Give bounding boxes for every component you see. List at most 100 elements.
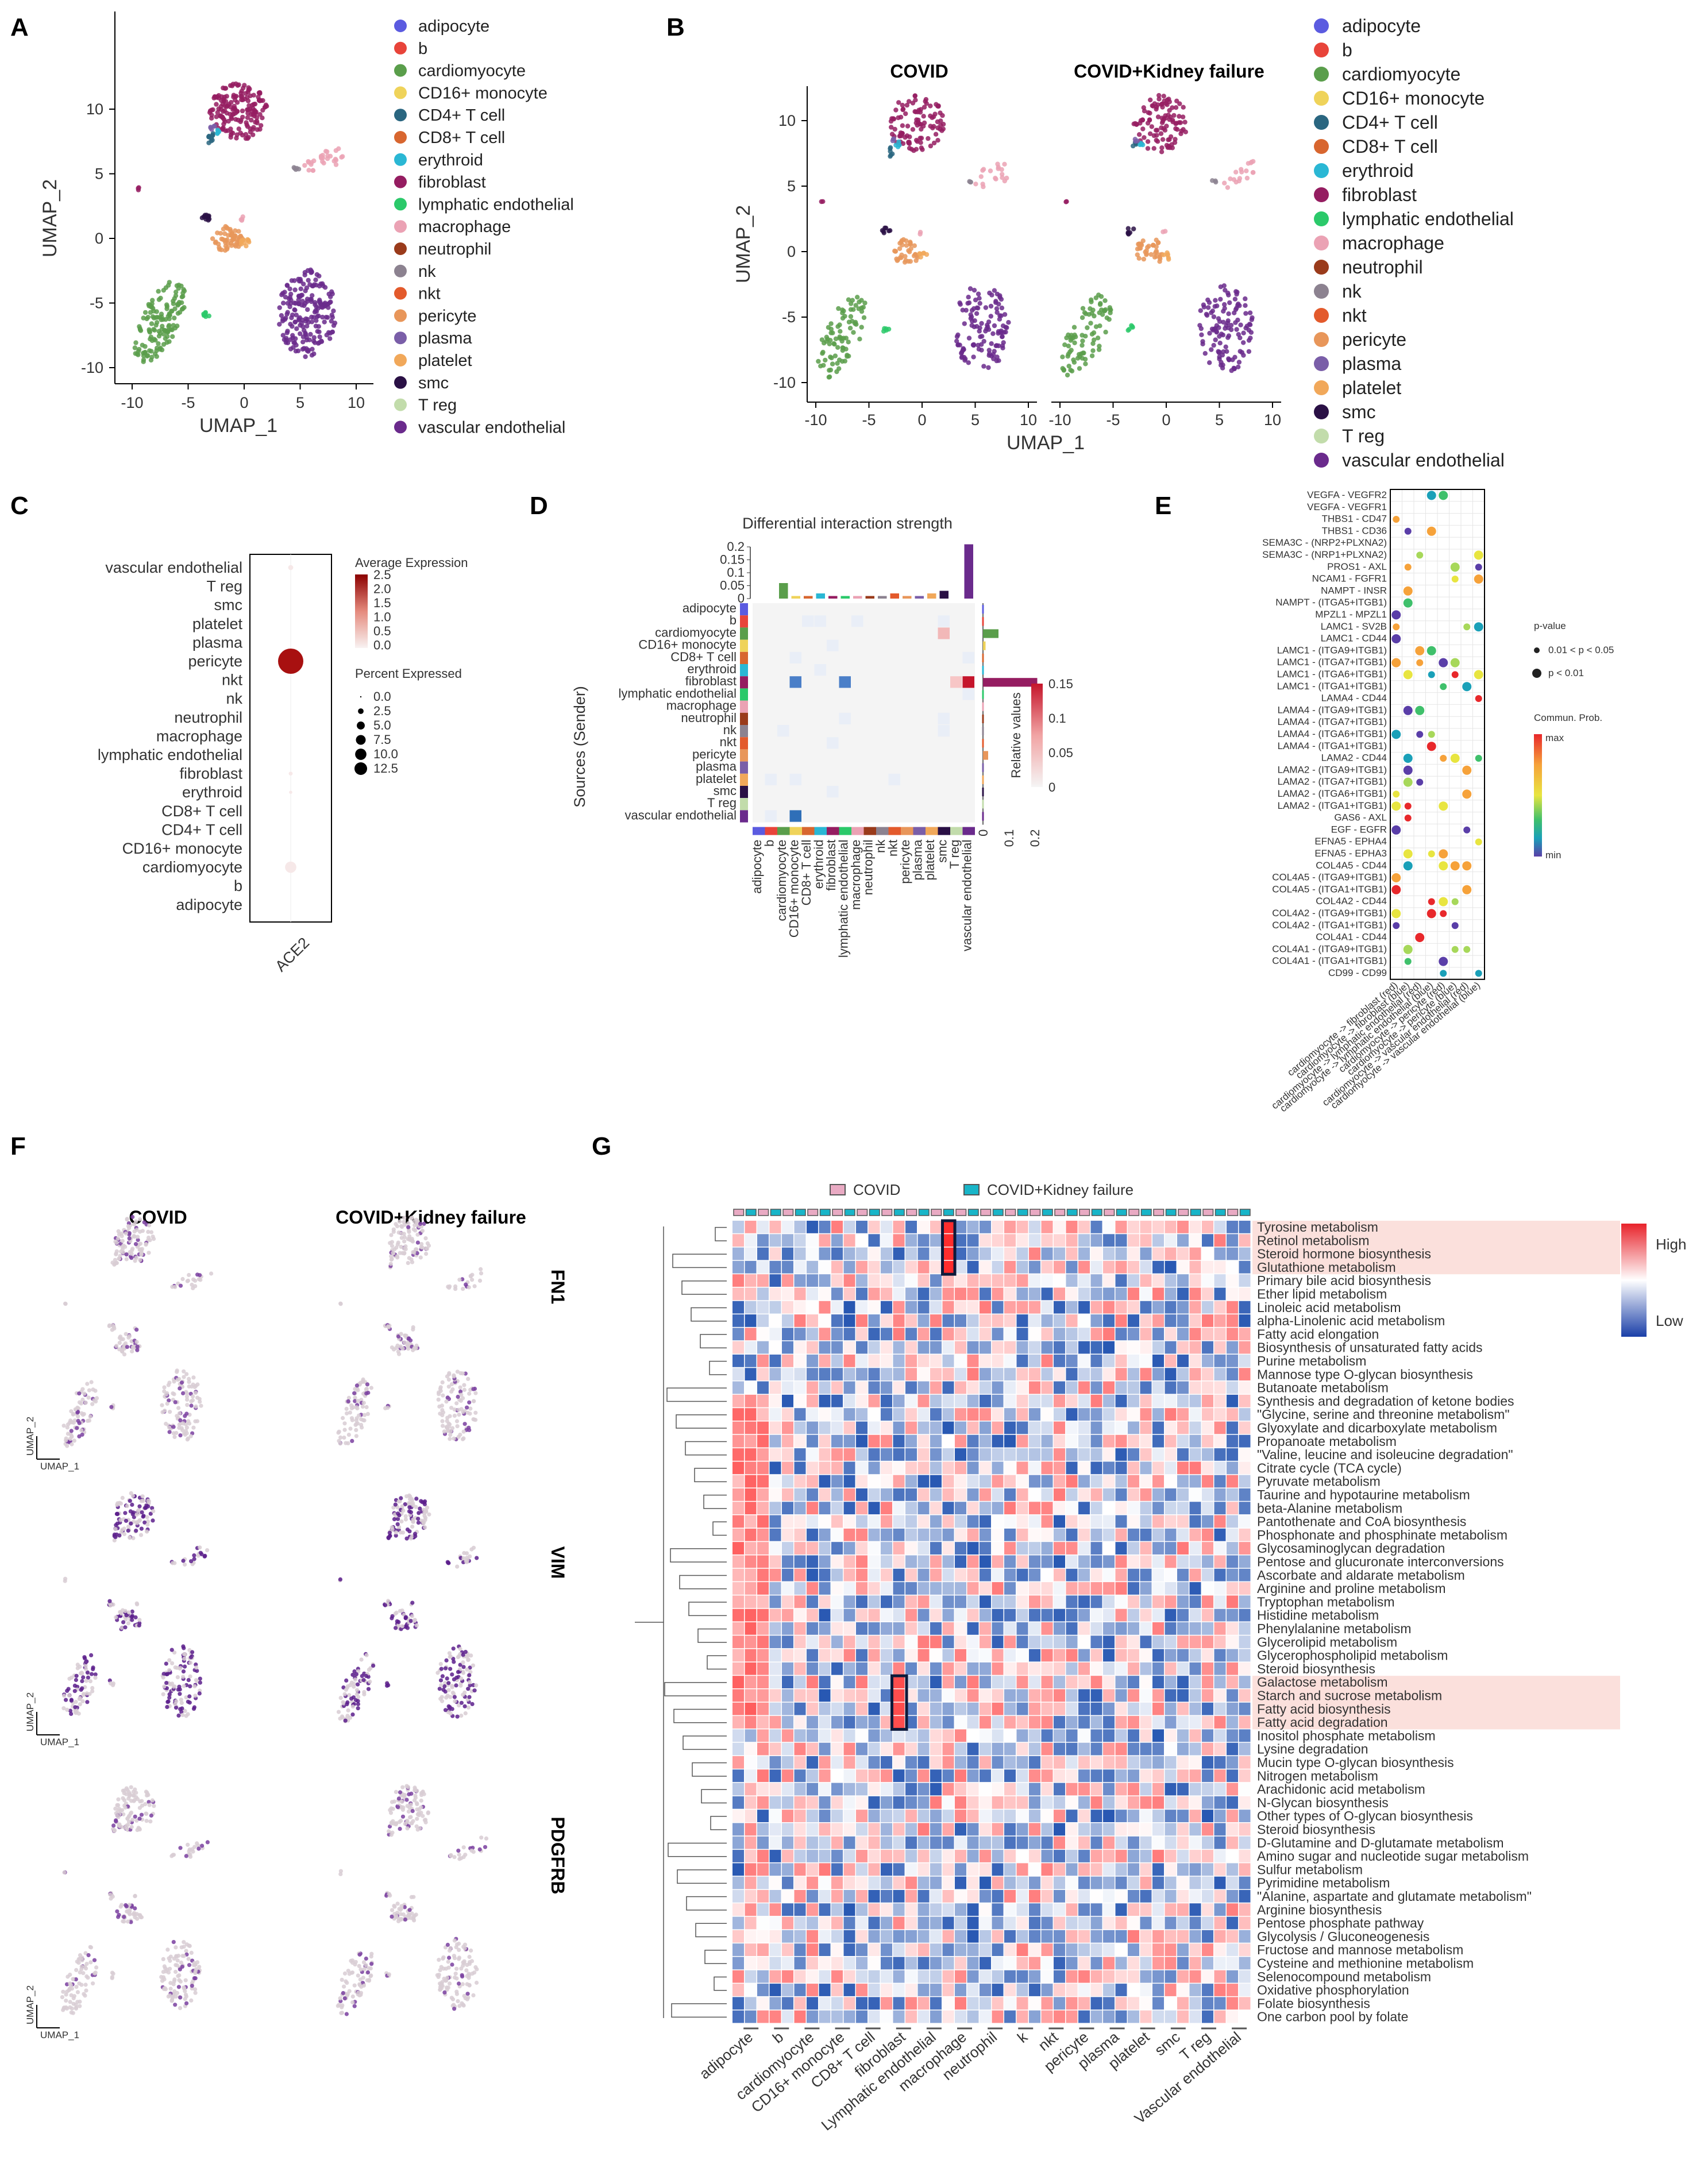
umap-point (344, 1441, 348, 1445)
umap-point (133, 1242, 138, 1247)
umap-point (195, 1419, 200, 1424)
umap-point (346, 1395, 352, 1400)
umap-point (393, 1611, 398, 1616)
umap-point (400, 1624, 404, 1629)
interaction-dot (1391, 730, 1401, 739)
umap-point (394, 1789, 399, 1794)
umap-point (317, 299, 322, 304)
umap-point (364, 1956, 368, 1961)
heatmap-cell (745, 1301, 757, 1314)
umap-point (959, 355, 965, 360)
umap-point (188, 1434, 193, 1438)
heatmap-cell (955, 1341, 966, 1354)
umap-point (330, 315, 335, 320)
interaction-dot (1403, 777, 1413, 787)
top-bar (816, 593, 825, 599)
umap-point (122, 1352, 127, 1357)
heatmap-cell (1227, 1381, 1238, 1394)
umap-point (130, 1248, 134, 1253)
umap-point (310, 293, 315, 298)
heatmap-cell (814, 615, 826, 627)
umap-point (168, 1966, 172, 1971)
umap-point (1147, 131, 1153, 136)
pathway-label: Propanoate metabolism (1257, 1434, 1397, 1449)
umap-point (129, 1491, 133, 1495)
umap-point (186, 1842, 190, 1847)
interaction-dot (1462, 861, 1472, 871)
interaction-dot (1475, 695, 1482, 702)
group-annotation (1116, 1209, 1127, 1216)
heatmap-cell (1189, 1301, 1201, 1314)
x-tick-label: -5 (1106, 411, 1120, 429)
umap-point (435, 1973, 439, 1977)
pair-label: LAMC1 - (ITGA6+ITGB1) (1277, 669, 1387, 680)
umap-point (161, 1692, 165, 1696)
umap-point (130, 1502, 134, 1507)
heatmap-cell (856, 1314, 868, 1327)
umap-point (205, 1840, 210, 1845)
y-tick-label: -5 (90, 295, 103, 312)
umap-point (134, 1601, 139, 1606)
umap-point (125, 1504, 129, 1509)
umap-point (116, 1915, 121, 1919)
umap-point (459, 1392, 464, 1397)
umap-point (410, 1534, 415, 1538)
umap-point (310, 168, 316, 173)
umap-point (120, 1239, 125, 1243)
umap-point (179, 1426, 184, 1430)
umap-point (900, 106, 906, 112)
umap-point (470, 1278, 475, 1282)
umap-point (469, 1653, 473, 1658)
interaction-dot (1403, 765, 1413, 775)
umap-point (165, 329, 171, 334)
interaction-dot (1451, 898, 1459, 905)
umap-point (81, 1675, 86, 1680)
legend-label: macrophage (418, 218, 511, 236)
interaction-dot (1475, 755, 1482, 762)
right-tick-label: 0.2 (1028, 830, 1042, 847)
umap-point (1179, 128, 1184, 134)
umap-point (462, 1946, 467, 1951)
heatmap-cell (1041, 1394, 1053, 1407)
legend-swatch (1314, 211, 1329, 226)
umap-point (140, 1510, 144, 1515)
legend-swatch (394, 242, 407, 255)
umap-point (114, 1344, 119, 1348)
heatmap-cell (868, 1301, 880, 1314)
umap-point (196, 1846, 201, 1851)
umap-point (413, 1228, 418, 1233)
umap-point (921, 124, 926, 129)
heatmap-cell (856, 1247, 868, 1260)
umap-point (172, 315, 177, 321)
panel-e-pval-2: p < 0.01 (1548, 668, 1584, 678)
umap-point (228, 134, 233, 140)
heatmap-cell (1090, 1260, 1102, 1274)
row-color (740, 651, 748, 664)
col-label: erythroid (812, 840, 826, 889)
legend-swatch (394, 109, 407, 122)
umap-point (473, 1391, 478, 1395)
umap-point (65, 1974, 70, 1979)
umap-point (357, 1952, 362, 1957)
heatmap-cell (745, 1408, 757, 1421)
umap-point (442, 1429, 447, 1434)
umap-point (369, 1962, 374, 1966)
heatmap-cell (868, 1221, 880, 1233)
umap-point (403, 1517, 408, 1522)
umap-point (139, 1252, 144, 1256)
umap-point (158, 295, 163, 301)
heatmap-cell (930, 1328, 942, 1341)
umap-point (446, 1378, 452, 1382)
heatmap-cell (1066, 1341, 1078, 1354)
legend-label: erythroid (418, 151, 483, 169)
umap-point (356, 1399, 360, 1403)
umap-point (184, 1949, 188, 1953)
umap-point (174, 283, 180, 288)
panel-b-facet-covid: COVID (890, 61, 948, 82)
heatmap-cell (1189, 1234, 1201, 1247)
umap-point (317, 273, 322, 279)
heatmap-cell (893, 1394, 905, 1407)
heatmap-cell (1165, 1314, 1177, 1327)
umap-point (999, 305, 1005, 311)
heatmap-cell (843, 1247, 855, 1260)
